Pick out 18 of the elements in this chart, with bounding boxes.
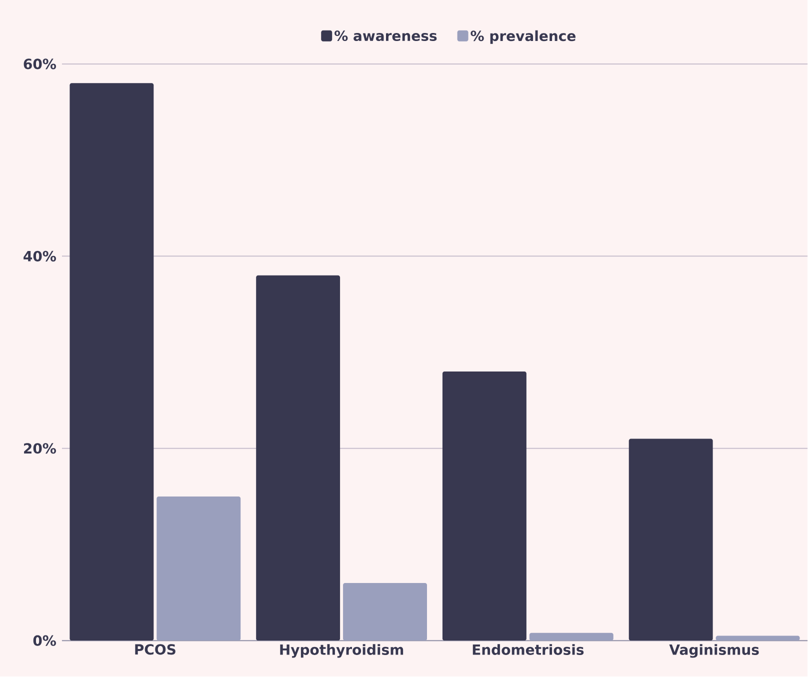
x-tick-label: Vaginismus bbox=[669, 644, 759, 658]
bar bbox=[442, 372, 526, 641]
x-tick-label: PCOS bbox=[135, 644, 176, 655]
bar bbox=[156, 496, 241, 641]
bar bbox=[343, 583, 427, 641]
bar bbox=[529, 633, 614, 641]
bar bbox=[716, 636, 800, 641]
y-tick-label: 20% bbox=[24, 443, 56, 454]
y-tick-label: 60% bbox=[24, 58, 56, 70]
y-tick-label: 0% bbox=[33, 636, 56, 646]
bar bbox=[628, 438, 713, 641]
bar bbox=[70, 83, 154, 641]
legend-label: % prevalence bbox=[470, 30, 576, 44]
legend-label: % awareness bbox=[334, 30, 437, 42]
x-tick-label: Hypothyroidism bbox=[280, 644, 404, 658]
y-tick-label: 40% bbox=[24, 251, 56, 262]
x-tick-label: Endometriosis bbox=[472, 644, 584, 656]
bar bbox=[256, 276, 340, 641]
